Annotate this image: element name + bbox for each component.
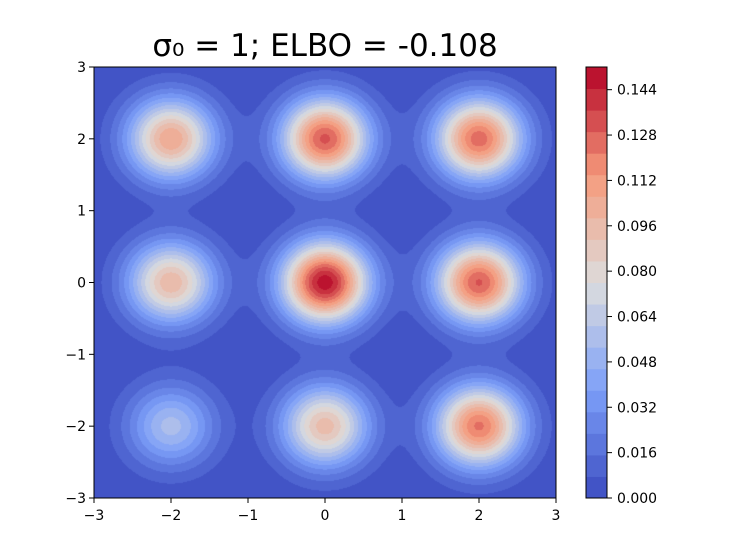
x-axis: −3 −2 −1 0 1 2 3 bbox=[84, 498, 561, 524]
y-tick-label: −1 bbox=[65, 347, 86, 363]
colorbar-tick-label: 0.080 bbox=[617, 264, 657, 280]
x-tick-label: 2 bbox=[475, 508, 484, 524]
plot-area bbox=[93, 66, 557, 499]
colorbar-level bbox=[586, 325, 607, 348]
x-tick-label: 0 bbox=[321, 508, 330, 524]
y-tick-label: −3 bbox=[65, 491, 86, 507]
contour-map bbox=[94, 67, 556, 498]
colorbar-level bbox=[586, 390, 607, 413]
colorbar-level bbox=[586, 282, 607, 305]
colorbar-level bbox=[586, 411, 607, 434]
colorbar-level bbox=[586, 174, 607, 197]
x-tick-label: 3 bbox=[552, 508, 561, 524]
x-tick-label: −3 bbox=[84, 508, 105, 524]
colorbar-level bbox=[586, 196, 607, 219]
colorbar-tick-label: 0.144 bbox=[617, 83, 657, 99]
colorbar-level bbox=[586, 454, 607, 477]
y-tick-label: 3 bbox=[77, 60, 86, 76]
colorbar-tick-label: 0.000 bbox=[617, 491, 657, 507]
colorbar-level bbox=[586, 476, 607, 499]
colorbar-level bbox=[586, 304, 607, 327]
colorbar-tick-label: 0.096 bbox=[617, 219, 657, 235]
x-tick-label: −1 bbox=[238, 508, 259, 524]
chart-title: σ₀ = 1; ELBO = -0.108 bbox=[152, 28, 497, 64]
colorbar-level bbox=[586, 239, 607, 262]
y-tick-label: 1 bbox=[77, 204, 86, 220]
y-tick-label: 2 bbox=[77, 132, 86, 148]
colorbar-tick-label: 0.016 bbox=[617, 446, 657, 462]
colorbar-level bbox=[586, 260, 607, 283]
colorbar-tick-label: 0.112 bbox=[617, 173, 657, 189]
colorbar-tick-label: 0.128 bbox=[617, 128, 657, 144]
x-tick-label: −2 bbox=[161, 508, 182, 524]
colorbar-level bbox=[586, 88, 607, 111]
colorbar-tick-label: 0.032 bbox=[617, 400, 657, 416]
y-tick-label: 0 bbox=[77, 276, 86, 292]
colorbar-tick-label: 0.064 bbox=[617, 310, 657, 326]
colorbar-level bbox=[586, 131, 607, 154]
colorbar-level bbox=[586, 67, 607, 90]
x-tick-label: 1 bbox=[398, 508, 407, 524]
colorbar-tick-label: 0.048 bbox=[617, 355, 657, 371]
colorbar-level bbox=[586, 217, 607, 240]
colorbar-level bbox=[586, 433, 607, 456]
colorbar-frame bbox=[585, 66, 608, 499]
colorbar-level bbox=[586, 110, 607, 133]
colorbar-level bbox=[586, 153, 607, 176]
y-axis: −3 −2 −1 0 1 2 3 bbox=[65, 60, 94, 507]
y-tick-label: −2 bbox=[65, 419, 86, 435]
colorbar-level bbox=[586, 368, 607, 391]
colorbar: 0.000 0.016 0.032 0.048 0.064 0.080 0.096 0.112… bbox=[585, 66, 657, 507]
colorbar-level bbox=[586, 347, 607, 370]
